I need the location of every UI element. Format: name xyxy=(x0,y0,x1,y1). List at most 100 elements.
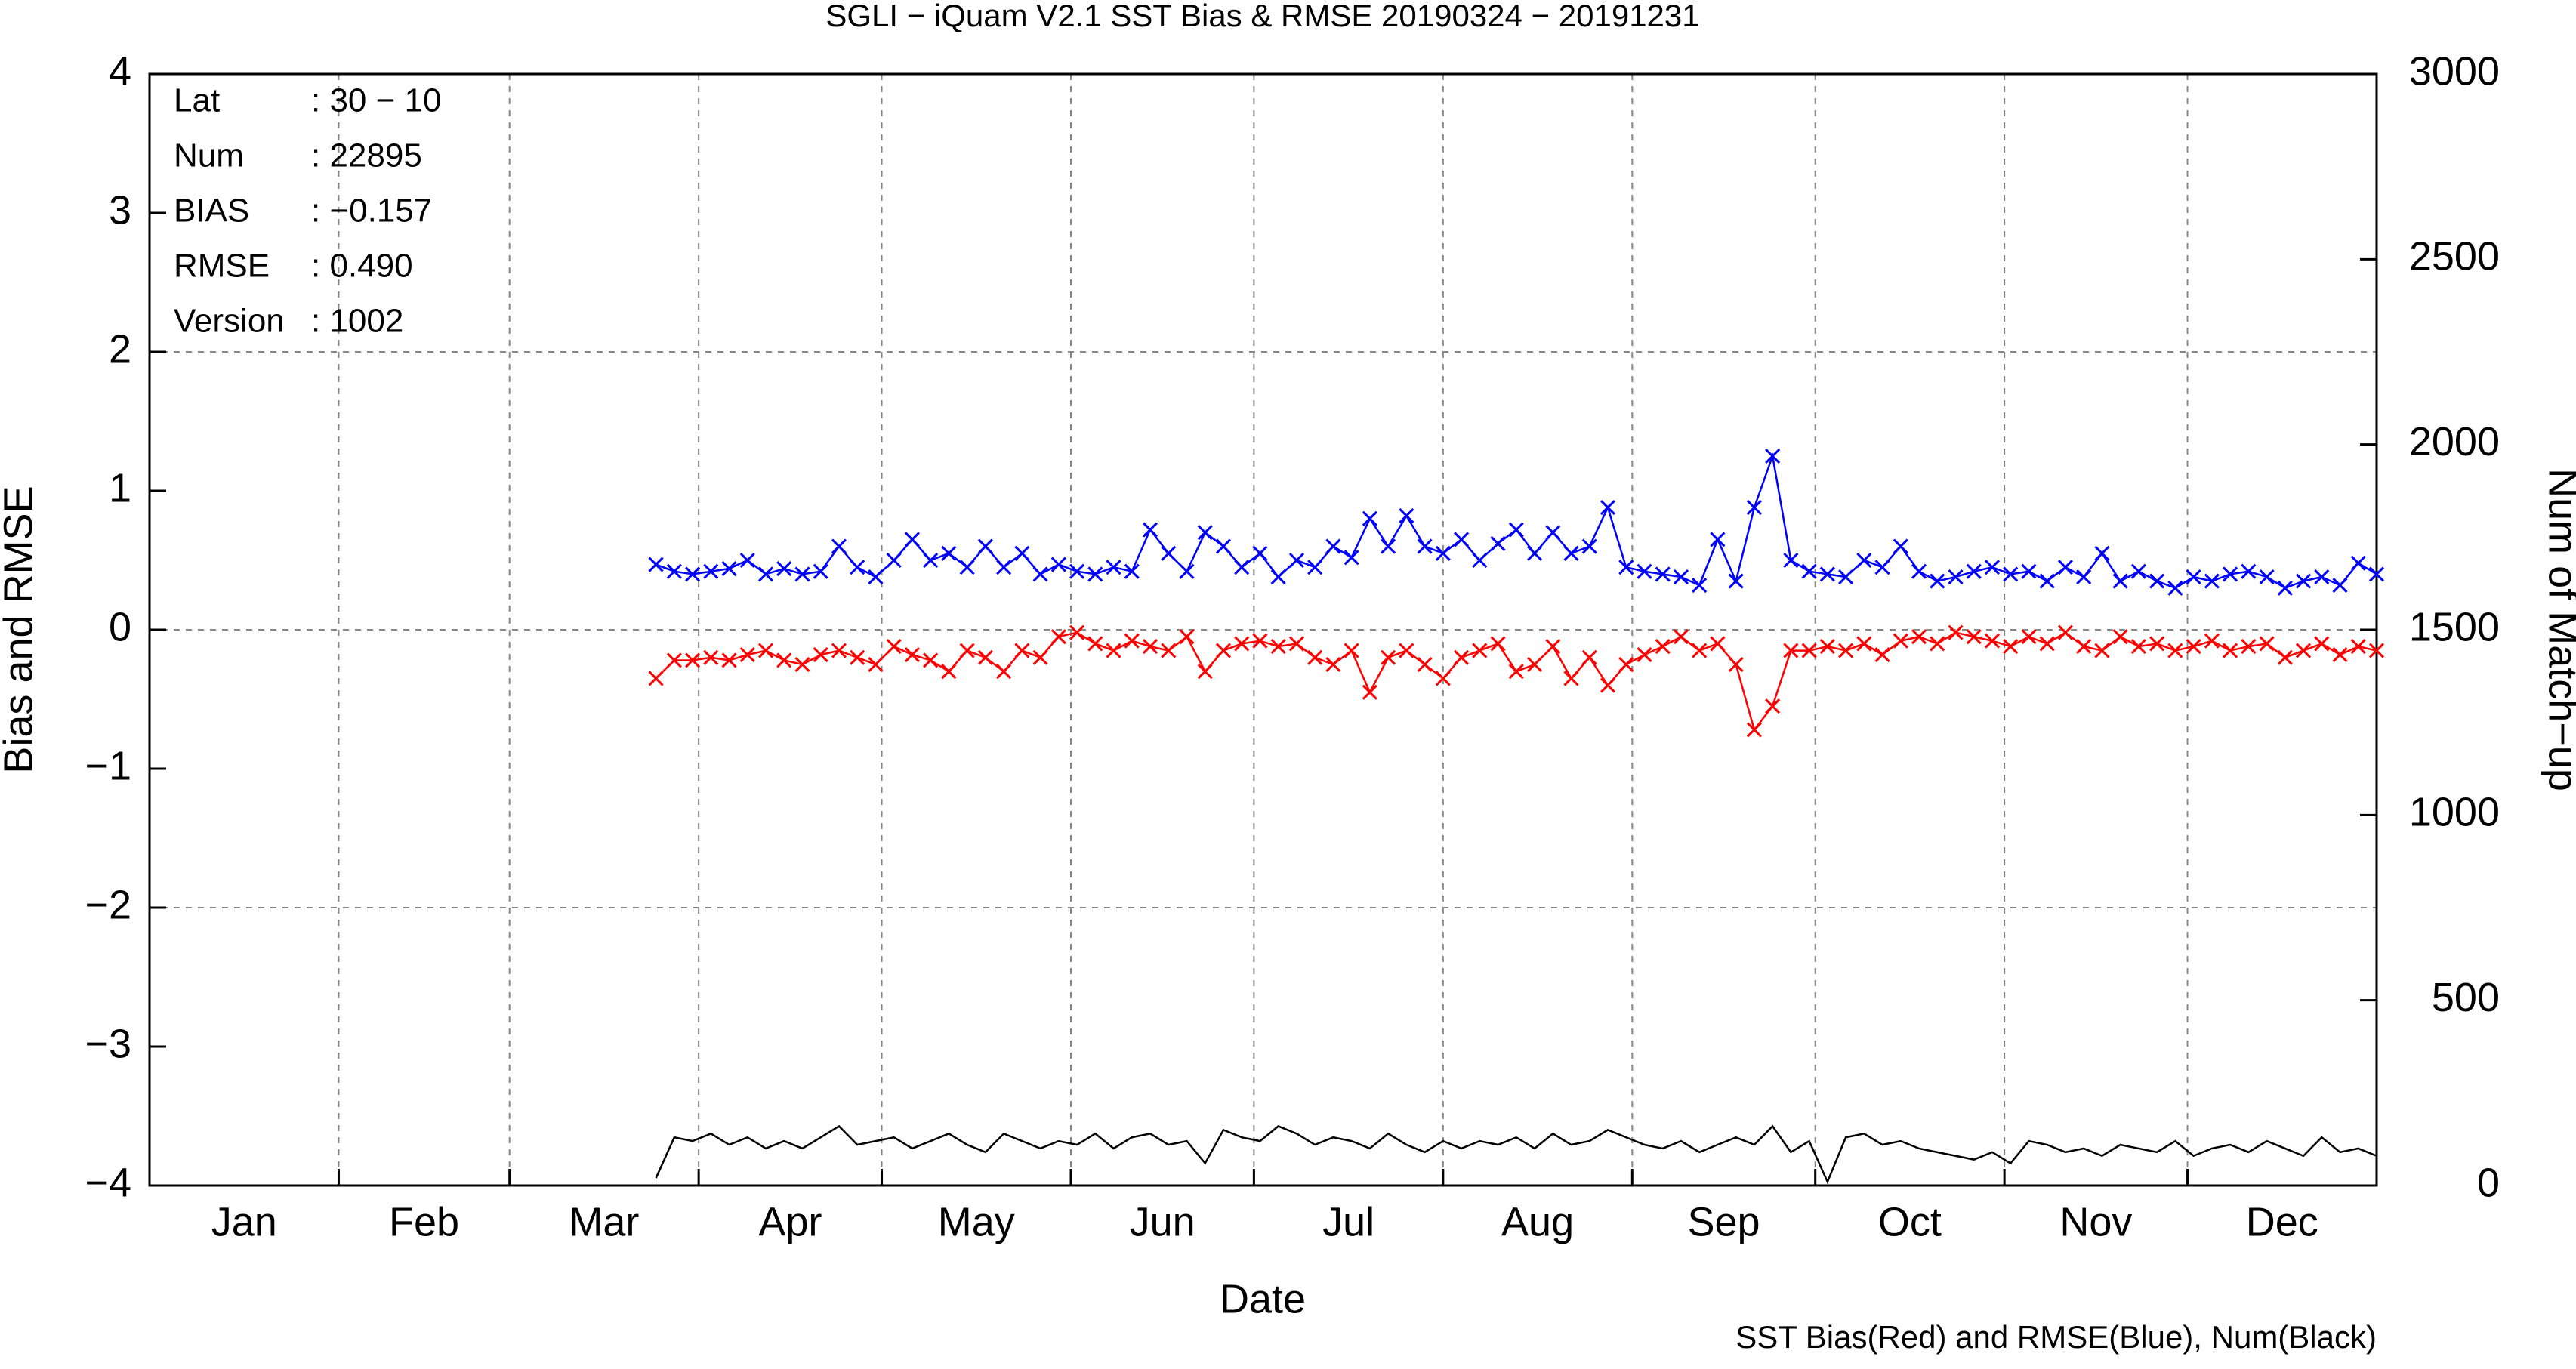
point-marker xyxy=(2368,566,2385,582)
point-marker xyxy=(2021,563,2037,579)
point-marker xyxy=(904,647,920,663)
point-marker xyxy=(1362,510,1377,526)
point-marker xyxy=(1911,563,1927,579)
point-marker xyxy=(2149,636,2165,652)
point-marker xyxy=(1197,664,1213,680)
point-marker xyxy=(1014,545,1030,561)
point-marker xyxy=(776,652,792,668)
point-marker xyxy=(1948,569,1964,585)
point-marker xyxy=(1966,629,1982,645)
point-marker xyxy=(1381,649,1396,665)
point-marker xyxy=(2223,566,2238,582)
y-axis-label: Bias and RMSE xyxy=(0,486,41,773)
y-tick-label: 2 xyxy=(109,326,131,372)
point-marker xyxy=(1856,636,1872,652)
point-marker xyxy=(757,643,774,658)
point-marker xyxy=(1234,636,1250,652)
point-marker xyxy=(666,652,682,668)
point-marker xyxy=(977,649,993,665)
point-marker xyxy=(1417,538,1433,554)
point-marker xyxy=(904,532,920,547)
point-marker xyxy=(813,647,828,663)
info-value: : 30 − 10 xyxy=(311,82,441,119)
point-marker xyxy=(648,557,664,572)
point-marker xyxy=(1032,566,1048,582)
point-marker xyxy=(1728,573,1744,589)
point-marker xyxy=(868,656,884,673)
point-marker xyxy=(1454,649,1470,665)
point-marker xyxy=(1692,643,1708,658)
point-marker xyxy=(1508,522,1524,538)
point-marker xyxy=(2003,566,2019,582)
point-marker xyxy=(757,566,774,582)
point-marker xyxy=(794,566,810,582)
point-marker xyxy=(1600,677,1616,693)
point-marker xyxy=(685,652,701,668)
point-marker xyxy=(1984,560,2001,575)
point-marker xyxy=(1344,643,1359,658)
point-marker xyxy=(739,552,755,569)
point-marker xyxy=(2295,643,2312,658)
point-marker xyxy=(685,566,701,582)
point-marker xyxy=(1142,522,1158,538)
point-marker xyxy=(2149,573,2165,589)
point-marker xyxy=(1765,698,1781,714)
point-marker xyxy=(886,552,902,569)
info-key: BIAS xyxy=(174,193,249,230)
info-key: Num xyxy=(174,137,244,174)
point-marker xyxy=(1600,500,1616,516)
point-marker xyxy=(2350,639,2366,655)
point-marker xyxy=(1124,563,1140,579)
point-marker xyxy=(1325,538,1341,554)
point-marker xyxy=(996,664,1012,680)
x-tick-label: Oct xyxy=(1878,1199,1942,1244)
point-marker xyxy=(1637,647,1652,663)
y2-tick-label: 2000 xyxy=(2409,419,2500,464)
x-tick-label: Apr xyxy=(758,1199,822,1244)
point-marker xyxy=(850,649,865,665)
point-marker xyxy=(2223,643,2238,658)
y-tick-label: 4 xyxy=(109,48,131,94)
point-marker xyxy=(1838,569,1854,585)
point-marker xyxy=(2003,639,2019,655)
point-marker xyxy=(1069,624,1085,640)
point-marker xyxy=(2076,639,2092,655)
y-tick-label: 3 xyxy=(109,187,131,233)
point-marker xyxy=(721,560,737,577)
y2-tick-label: 0 xyxy=(2477,1160,2500,1205)
point-marker xyxy=(1362,684,1377,700)
point-marker xyxy=(1472,643,1488,658)
point-marker xyxy=(1563,671,1579,686)
point-marker xyxy=(1161,545,1177,561)
point-marker xyxy=(1124,633,1140,649)
point-marker xyxy=(2167,643,2183,658)
point-marker xyxy=(1563,545,1579,561)
point-marker xyxy=(1746,500,1762,516)
point-marker xyxy=(1417,656,1433,673)
y2-tick-label: 500 xyxy=(2432,975,2500,1020)
point-marker xyxy=(1399,508,1414,524)
point-marker xyxy=(1050,629,1066,645)
point-marker xyxy=(1490,636,1506,652)
point-marker xyxy=(1637,563,1652,579)
point-marker xyxy=(2130,563,2146,579)
point-marker xyxy=(1783,643,1799,658)
point-marker xyxy=(1581,538,1597,554)
series-line xyxy=(655,631,2377,732)
y-tick-label: −1 xyxy=(85,743,131,788)
point-marker xyxy=(2057,624,2074,640)
point-marker xyxy=(666,563,682,579)
point-marker xyxy=(2021,629,2037,645)
point-marker xyxy=(886,639,902,655)
point-marker xyxy=(1454,532,1470,547)
series-line xyxy=(655,1124,2377,1185)
point-marker xyxy=(2277,580,2293,596)
point-marker xyxy=(1307,560,1323,575)
point-marker xyxy=(1911,629,1927,645)
point-marker xyxy=(2314,569,2330,585)
y2-axis-label: Num of Match−up xyxy=(2541,468,2576,791)
x-tick-label: Nov xyxy=(2059,1199,2132,1244)
point-marker xyxy=(1673,629,1689,645)
point-marker xyxy=(1252,633,1268,649)
point-marker xyxy=(1234,560,1250,575)
